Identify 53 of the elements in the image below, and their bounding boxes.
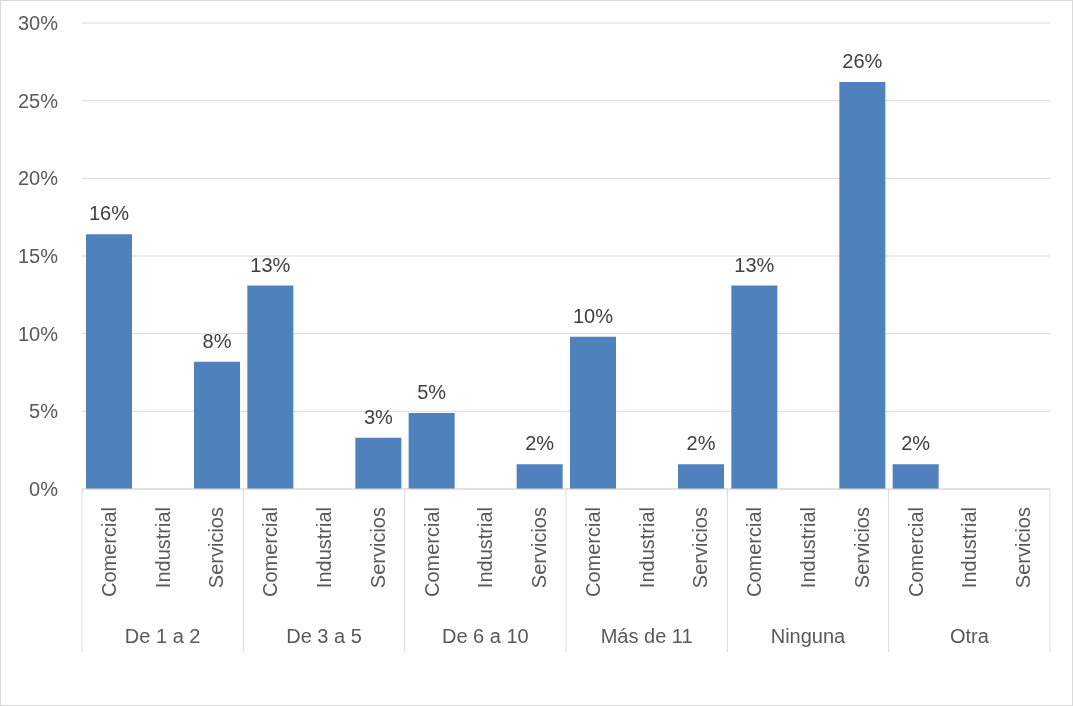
text: Industrial	[797, 507, 819, 589]
bar	[247, 285, 294, 489]
text: Comercial	[581, 507, 604, 598]
bar	[408, 412, 455, 489]
text: Servicios	[850, 507, 873, 589]
text: Industrial	[151, 507, 174, 589]
x-tick-label: De 6 a 10	[441, 625, 529, 647]
text: Servicios	[528, 507, 551, 589]
text: Industrial	[635, 507, 658, 589]
text: Servicios	[366, 507, 389, 589]
y-tick-label: 5%	[29, 400, 59, 423]
y-tick-label: 10%	[17, 322, 59, 345]
text: Comercial	[420, 507, 443, 598]
bar	[194, 361, 240, 489]
text: Industrial	[474, 507, 497, 589]
text: Servicios	[689, 507, 712, 589]
x-tick-label: Más de 11	[600, 625, 693, 647]
data-label: 10%	[572, 304, 614, 327]
data-label: 2%	[686, 432, 716, 455]
bar	[678, 464, 724, 489]
bar	[731, 285, 778, 489]
text: Comercial	[904, 507, 927, 598]
y-tick-label: 25%	[17, 89, 59, 112]
x-tick-label: Ninguna	[770, 625, 847, 647]
y-tick-label: 15%	[17, 245, 59, 268]
text: Industrial	[313, 507, 335, 589]
x-tick-label: De 1 a 2	[124, 625, 201, 647]
bar	[892, 464, 939, 489]
bar	[570, 336, 616, 489]
bar	[86, 234, 132, 489]
data-label: 13%	[734, 253, 775, 276]
text: Comercial	[743, 507, 766, 598]
data-label: 26%	[842, 50, 883, 73]
data-label: 8%	[202, 329, 232, 352]
data-label: 2%	[525, 432, 555, 455]
y-tick-label: 30%	[17, 12, 59, 35]
data-label: 3%	[363, 405, 393, 428]
text: Industrial	[958, 507, 981, 589]
x-tick-label: Otra	[949, 625, 990, 647]
data-label: 5%	[417, 380, 447, 403]
text: Comercial	[97, 507, 120, 598]
y-tick-label: 20%	[17, 167, 59, 190]
data-label: 2%	[901, 432, 931, 455]
text: Servicios	[1012, 507, 1035, 589]
text: Servicios	[205, 507, 228, 589]
text: Comercial	[259, 507, 282, 598]
bar	[516, 464, 563, 489]
data-label: 13%	[250, 253, 291, 276]
bar	[839, 82, 886, 489]
x-tick-label: De 3 a 5	[286, 625, 362, 647]
data-label: 16%	[88, 202, 130, 225]
bar	[355, 437, 402, 489]
y-tick-label: 0%	[29, 478, 59, 501]
